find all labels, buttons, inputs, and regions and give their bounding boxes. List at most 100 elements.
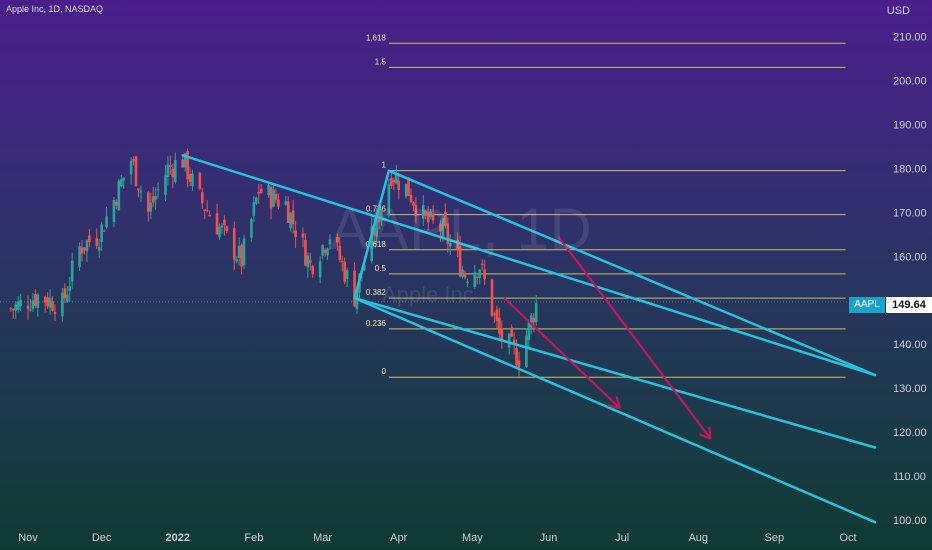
candle-body (43, 296, 47, 303)
candle-body (225, 226, 229, 232)
candle-body (304, 240, 307, 266)
symbol-header: Apple Inc, 1D, NASDAQ (6, 4, 104, 14)
candle-body (132, 159, 135, 162)
candle-body (463, 273, 467, 278)
candle-body (183, 153, 187, 168)
candle-body (461, 269, 464, 277)
candle-body (277, 199, 280, 207)
candle-body (444, 211, 447, 227)
candle-body (48, 297, 52, 308)
candle-body (404, 183, 408, 197)
candle-body (29, 309, 32, 311)
candle-body (61, 292, 64, 317)
y-tick-label: 100.00 (893, 515, 927, 527)
x-tick-label: Dec (92, 532, 112, 544)
trend-channel-line (181, 154, 877, 377)
candle-body (100, 224, 103, 243)
candle-body (208, 214, 211, 217)
candle-body (151, 196, 155, 203)
x-tick-label: Aug (688, 532, 708, 544)
candle-body (11, 309, 15, 311)
candle-body (242, 238, 246, 266)
projection-arrow-head (698, 433, 711, 440)
candle-body (529, 315, 533, 328)
y-tick-label: 170.00 (893, 207, 927, 219)
last-price-symbol-tag: AAPL (849, 297, 885, 313)
y-tick-label: 160.00 (893, 251, 927, 263)
candle-body (527, 321, 531, 341)
candle-body (291, 210, 295, 224)
candle-body (318, 261, 322, 278)
ticker-watermark: AAPL, 1D (330, 197, 593, 262)
candle-body (498, 317, 501, 334)
candle-body (390, 177, 393, 186)
candle-body (46, 297, 49, 307)
y-tick-label: 210.00 (893, 32, 927, 44)
candle-body (220, 225, 224, 228)
x-tick-label: Sep (765, 532, 785, 544)
candle-body (372, 227, 376, 236)
candle-body (154, 196, 157, 200)
candle-body (338, 245, 342, 260)
candle-body (448, 243, 452, 247)
candle-body (255, 197, 258, 204)
x-tick-label: Jun (540, 532, 558, 544)
candle-body (186, 151, 189, 180)
trend-channel-line (353, 169, 391, 300)
candle-body (171, 168, 175, 178)
candle-body (284, 201, 288, 205)
candle-body (414, 204, 418, 217)
y-tick-label: 190.00 (893, 120, 927, 132)
candle-body (240, 244, 243, 267)
trend-channel-line (353, 296, 877, 524)
candle-body (495, 309, 499, 322)
y-tick-label: 120.00 (893, 427, 927, 439)
x-tick-label: Oct (839, 532, 856, 544)
candle-body (215, 213, 219, 235)
candle-body (286, 201, 290, 223)
candle-body (181, 159, 184, 168)
y-tick-label: 110.00 (893, 471, 926, 483)
candle-body (289, 212, 292, 229)
candle-body (515, 348, 518, 366)
candle-body (429, 211, 432, 218)
candle-body (169, 165, 172, 167)
candle-body (323, 249, 327, 254)
candle-body (431, 214, 435, 221)
candle-body (377, 208, 381, 223)
candle-body (490, 279, 494, 316)
projection-arrow-head (615, 396, 621, 409)
candle-body (117, 180, 121, 211)
candle-body (387, 184, 391, 216)
candle-body (532, 317, 536, 323)
candle-body (250, 219, 253, 238)
candle-body (375, 212, 378, 237)
candle-body (478, 269, 482, 278)
candle-body (166, 164, 170, 177)
candle-body (483, 269, 486, 280)
candle-body (328, 239, 332, 245)
candle-body (78, 246, 81, 268)
candle-body (16, 301, 20, 310)
candle-body (191, 173, 194, 187)
candle-body (205, 210, 209, 212)
candle-body (321, 245, 324, 256)
fib-level-label: 1.5 (375, 57, 387, 66)
candle-body (198, 172, 202, 189)
candle-body (119, 179, 123, 187)
candle-body (301, 233, 305, 238)
candle-body (164, 175, 167, 195)
projection-arrow-head (607, 404, 620, 410)
candle-body (309, 260, 312, 263)
candle-body (34, 294, 37, 306)
candle-body (500, 328, 504, 341)
trend-channel-line (353, 296, 877, 449)
y-tick-label: 140.00 (893, 339, 927, 351)
candle-body (259, 188, 263, 193)
candle-body (235, 259, 238, 262)
candle-body (340, 260, 344, 263)
candle-body (149, 202, 153, 212)
fib-level-label: 0.5 (375, 264, 387, 273)
candle-body (134, 156, 138, 186)
